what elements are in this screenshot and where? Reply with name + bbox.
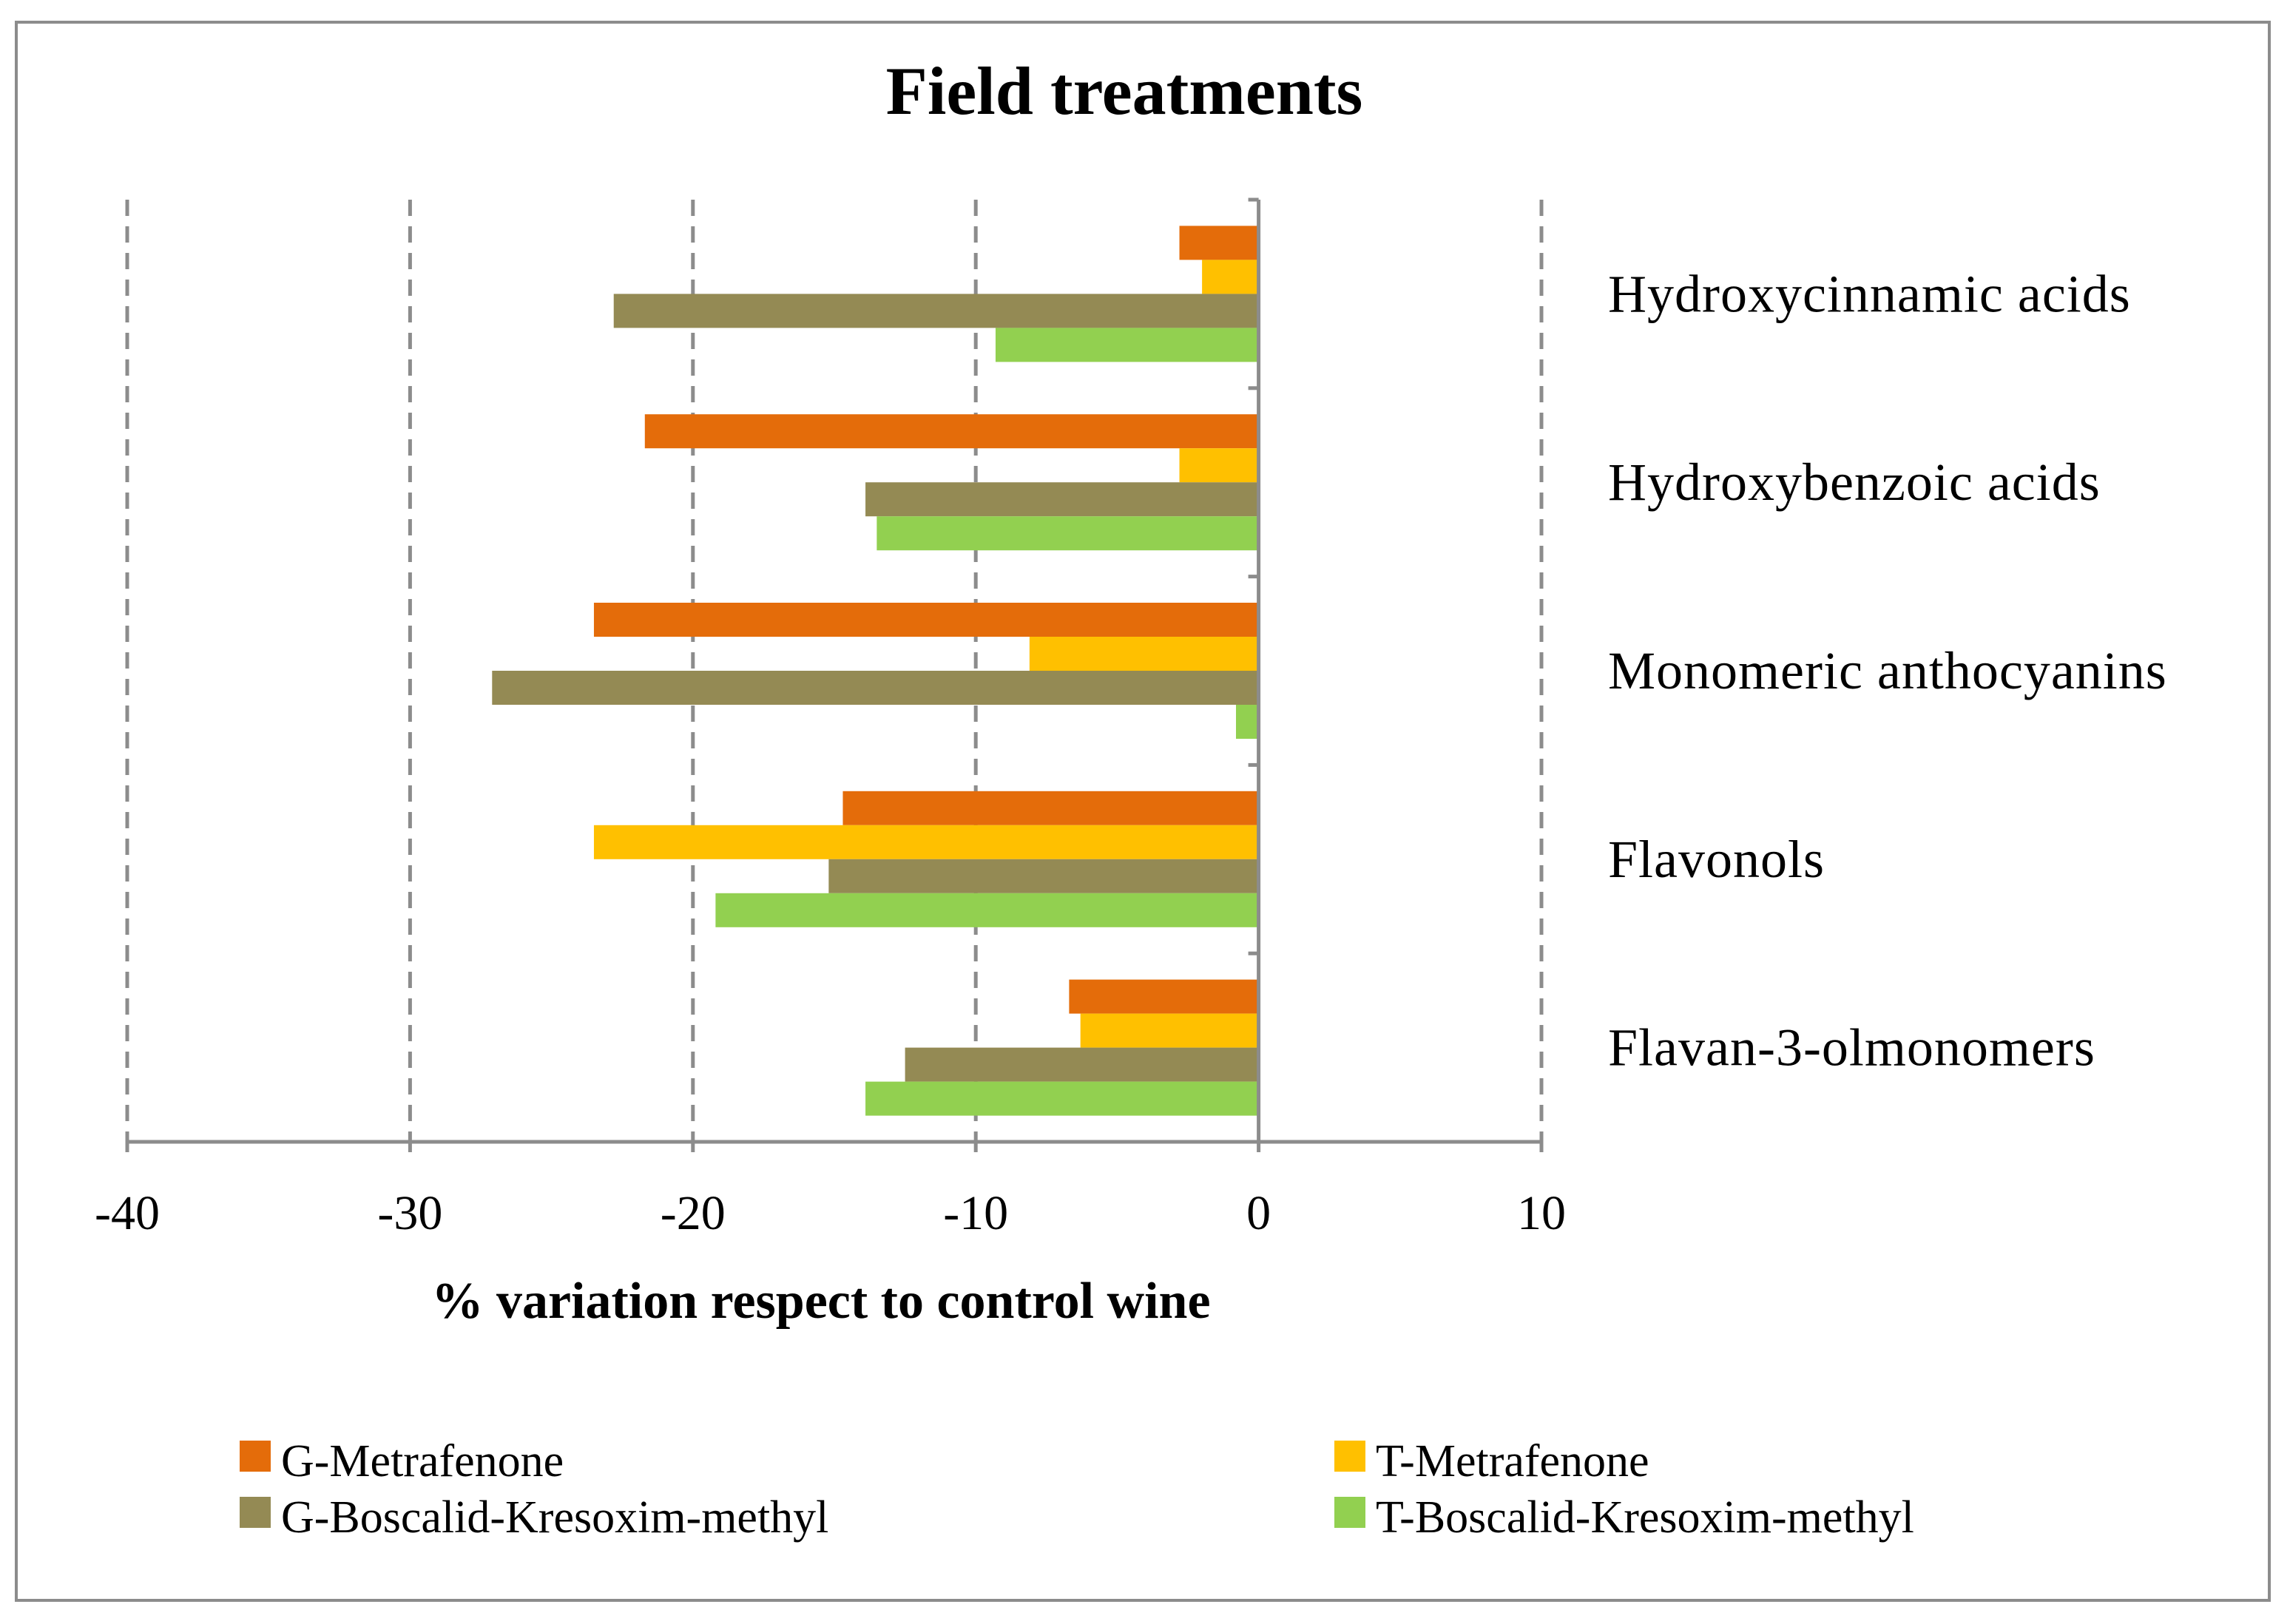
bar-g-metrafenone-4 [1069, 979, 1259, 1014]
chart-title: Field treatments [886, 53, 1363, 129]
bar-t-metrafenone-1 [1179, 448, 1259, 483]
bar-g-metrafenone-2 [593, 603, 1259, 637]
legend-swatch-0 [240, 1441, 271, 1472]
bar-g-metrafenone-0 [1179, 226, 1259, 260]
bar-g-boscalid-kresoxim-methyl-4 [905, 1047, 1259, 1082]
legend-swatch-1 [1334, 1441, 1365, 1472]
legend-label-2: G-Boscalid-Kresoxim-methyl [281, 1492, 828, 1543]
category-label-1: Hydroxybenzoic acids [1608, 453, 2101, 512]
bar-t-metrafenone-3 [593, 825, 1259, 859]
tick-labels: -40 -30 -20 -10 0 10 [95, 1186, 1566, 1240]
legend-label-3: T-Boscalid-Kresoxim-methyl [1376, 1492, 1914, 1543]
bar-t-boscalid-kresoxim-methyl-4 [865, 1081, 1259, 1116]
legend-swatch-3 [1334, 1497, 1365, 1528]
grid-layer [125, 200, 1544, 1142]
x-tick-label--20: -20 [661, 1186, 726, 1240]
legend-swatch-2 [240, 1497, 271, 1528]
x-tick-label--40: -40 [95, 1186, 160, 1240]
chart-svg: Field treatments -40 -30 -20 -10 0 10 Hydroxy… [95, 53, 2167, 1543]
category-label-2: Monomeric anthocyanins [1608, 641, 2167, 700]
chart-frame: Field treatments -40 -30 -20 -10 0 10 Hydroxy… [15, 21, 2271, 1602]
bar-g-boscalid-kresoxim-methyl-0 [613, 294, 1259, 328]
x-axis-label: % variation respect to control wine [431, 1273, 1210, 1330]
bars-layer [492, 226, 1259, 1116]
bar-g-metrafenone-1 [644, 414, 1259, 449]
legend: G-Metrafenone T-Metrafenone G-Boscalid-Kre… [240, 1436, 1914, 1543]
category-label-3: Flavonols [1608, 830, 1825, 889]
category-label-4: Flavan-3-olmonomers [1608, 1018, 2095, 1077]
category-label-0: Hydroxycinnamic acids [1608, 264, 2131, 323]
legend-label-0: G-Metrafenone [281, 1436, 564, 1486]
bar-t-metrafenone-0 [1202, 260, 1259, 294]
bar-t-boscalid-kresoxim-methyl-0 [995, 328, 1259, 362]
x-tick-label-10: 10 [1517, 1186, 1566, 1240]
category-labels: Hydroxycinnamic acids Hydroxybenzoic acid… [1608, 264, 2167, 1077]
legend-label-1: T-Metrafenone [1376, 1436, 1649, 1486]
bar-t-boscalid-kresoxim-methyl-3 [715, 893, 1259, 927]
bar-g-boscalid-kresoxim-methyl-2 [492, 671, 1259, 705]
bar-t-boscalid-kresoxim-methyl-1 [877, 516, 1259, 551]
x-tick-label--30: -30 [377, 1186, 442, 1240]
bar-g-metrafenone-3 [842, 791, 1259, 825]
axis-layer [125, 197, 1544, 1152]
bar-g-boscalid-kresoxim-methyl-1 [865, 482, 1259, 517]
x-tick-label-0: 0 [1246, 1186, 1271, 1240]
x-tick-label--10: -10 [943, 1186, 1008, 1240]
bar-t-metrafenone-4 [1080, 1013, 1259, 1048]
bar-t-boscalid-kresoxim-methyl-2 [1236, 705, 1259, 739]
bar-t-metrafenone-2 [1029, 637, 1259, 671]
bar-g-boscalid-kresoxim-methyl-3 [828, 859, 1259, 893]
